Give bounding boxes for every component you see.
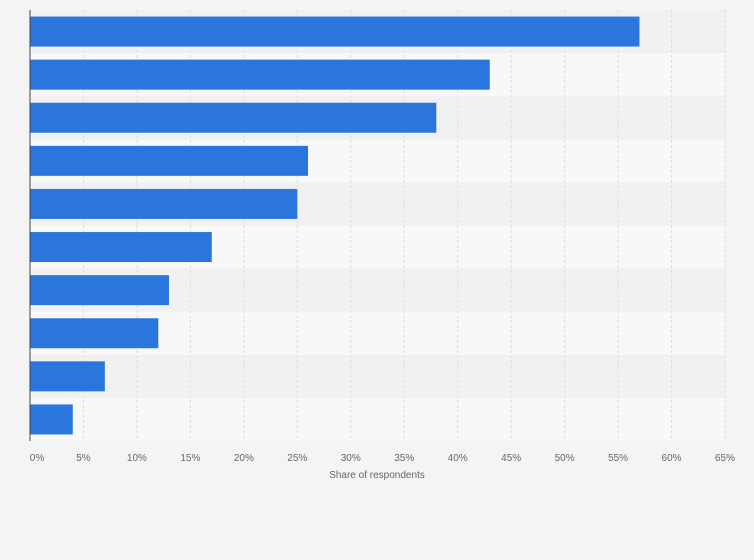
x-axis-title: Share of respondents [329,470,425,481]
x-tick-label: 40% [448,453,468,464]
x-tick-label: 45% [501,453,521,464]
x-tick-label: 35% [394,453,414,464]
x-tick-label: 15% [180,453,200,464]
bars [30,16,640,435]
row-band [30,397,725,441]
x-tick-label: 60% [662,453,682,464]
x-tick-label: 30% [341,453,361,464]
x-tick-label: 25% [287,453,307,464]
bar [30,361,105,392]
x-axis-tick-labels: 0% 5% 10% 15% 20% 25% 30% 35% 40% 45% 50% 55% 60% 65% [30,453,735,464]
x-tick-label: 65% [715,453,735,464]
x-tick-label: 5% [76,453,91,464]
row-band [30,354,725,398]
x-tick-label: 55% [608,453,628,464]
bar [30,404,73,435]
x-tick-label: 10% [127,453,147,464]
x-tick-label: 20% [234,453,254,464]
x-tick-label: 0% [30,453,45,464]
bar [30,145,308,176]
bar [30,275,169,306]
bar [30,102,437,133]
x-tick-label: 50% [555,453,575,464]
bar [30,232,212,263]
bar [30,16,640,47]
bar [30,188,298,219]
bar [30,59,490,90]
bar [30,318,159,349]
